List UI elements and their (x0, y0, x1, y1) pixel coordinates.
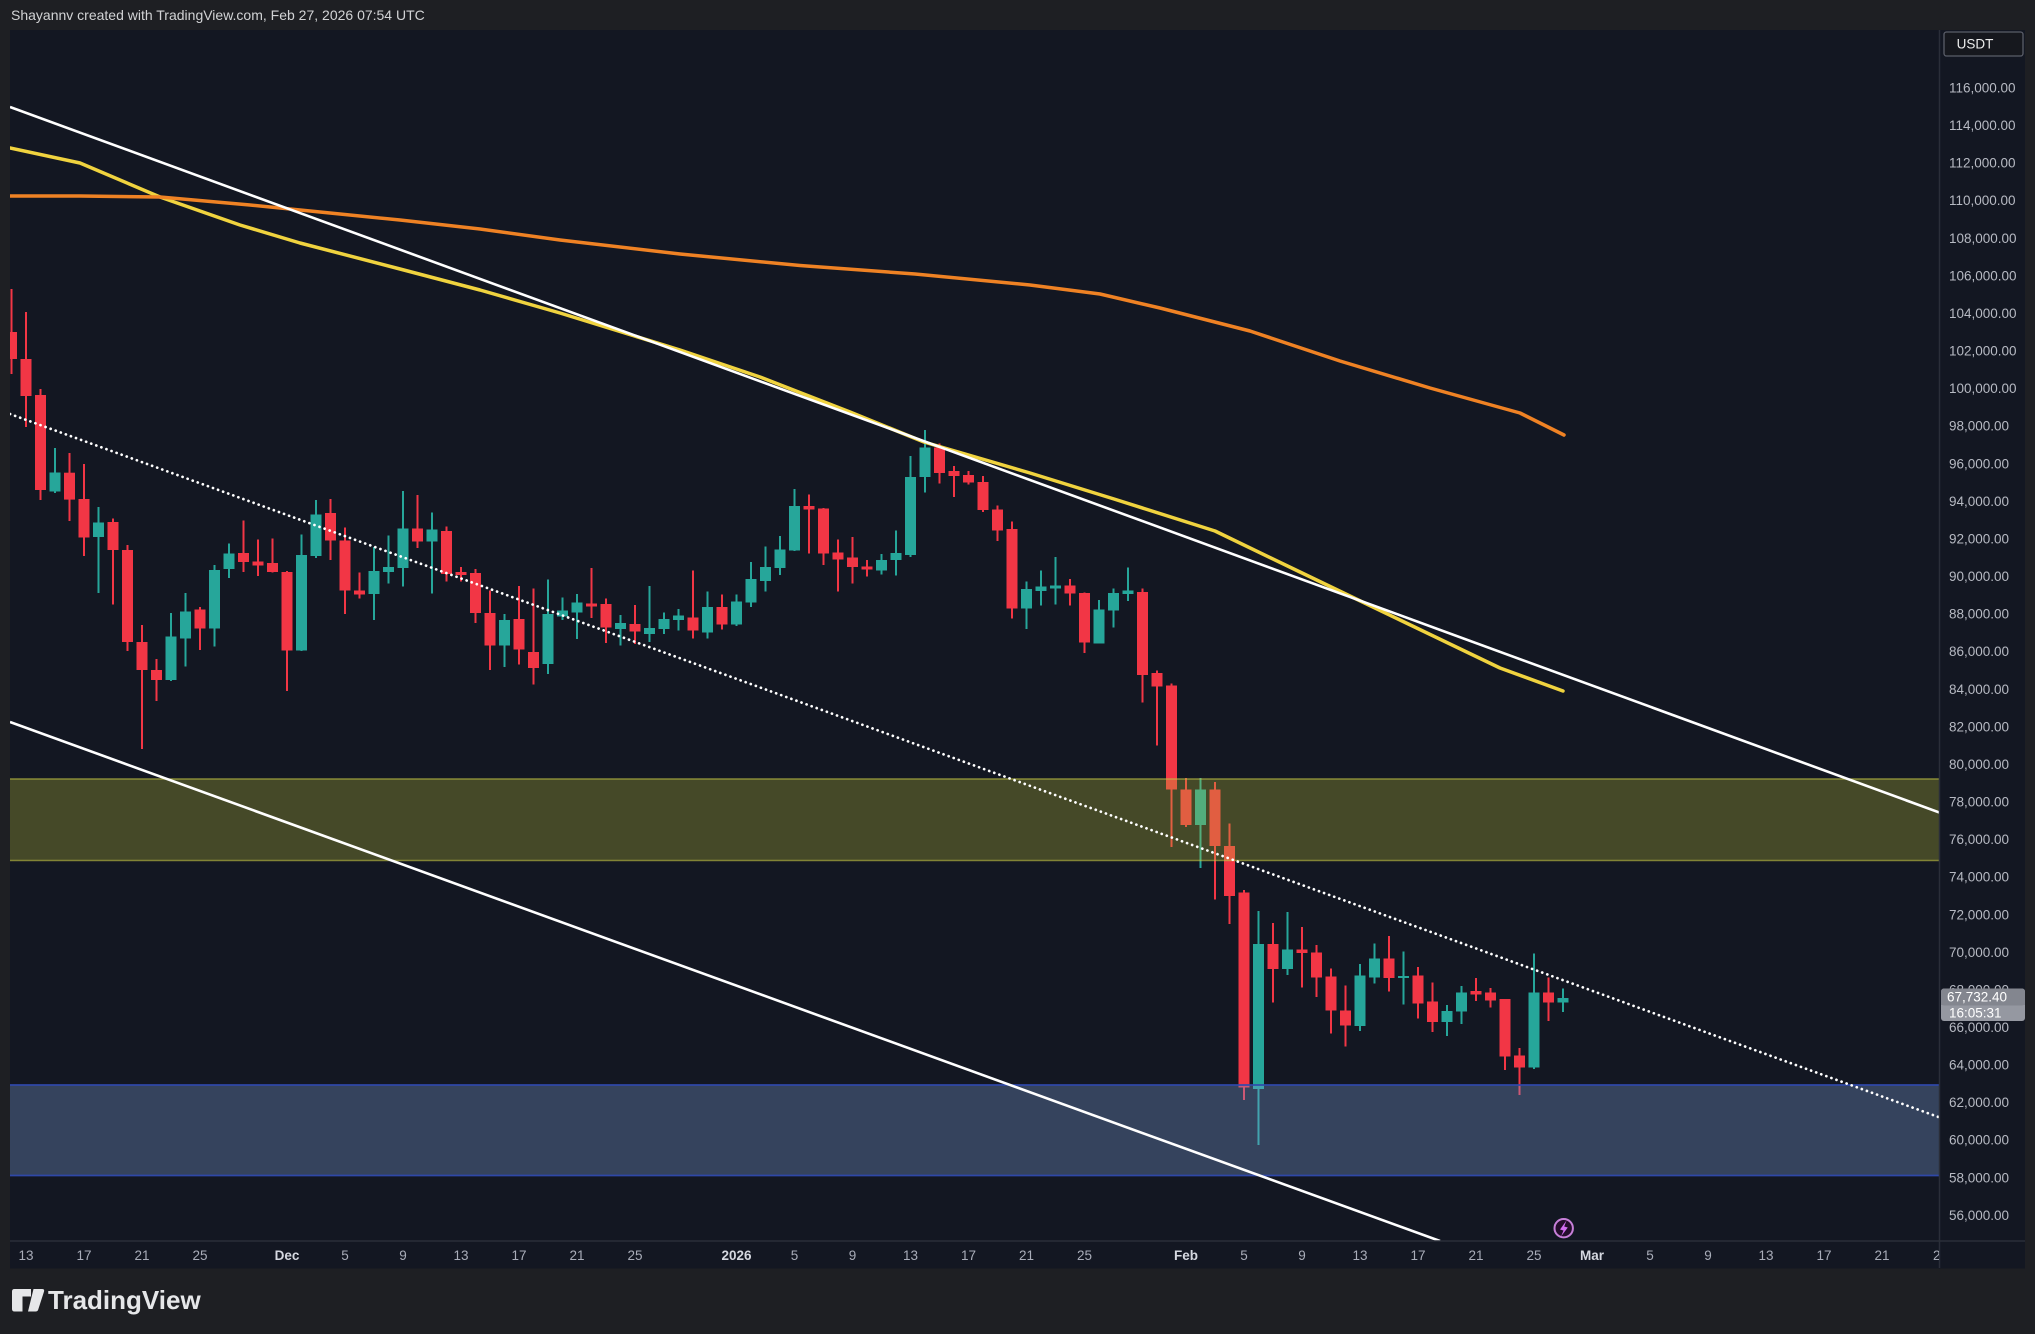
svg-text:110,000.00: 110,000.00 (1949, 193, 2016, 208)
svg-text:88,000.00: 88,000.00 (1949, 607, 2009, 622)
svg-text:13: 13 (453, 1248, 468, 1263)
svg-text:9: 9 (1704, 1248, 1712, 1263)
svg-text:114,000.00: 114,000.00 (1949, 118, 2016, 133)
svg-text:TradingView: TradingView (48, 1285, 201, 1315)
svg-text:25: 25 (627, 1248, 642, 1263)
svg-text:USDT: USDT (1957, 37, 1994, 52)
svg-text:67,732.40: 67,732.40 (1947, 990, 2007, 1005)
svg-text:17: 17 (1816, 1248, 1831, 1263)
svg-text:72,000.00: 72,000.00 (1949, 907, 2009, 922)
svg-text:9: 9 (1298, 1248, 1306, 1263)
svg-text:25: 25 (1933, 1248, 1948, 1263)
svg-text:98,000.00: 98,000.00 (1949, 419, 2009, 434)
svg-text:102,000.00: 102,000.00 (1949, 344, 2017, 359)
svg-text:9: 9 (399, 1248, 407, 1263)
svg-text:70,000.00: 70,000.00 (1949, 945, 2009, 960)
svg-text:13: 13 (18, 1248, 33, 1263)
svg-text:25: 25 (1077, 1248, 1092, 1263)
svg-text:92,000.00: 92,000.00 (1949, 531, 2009, 546)
svg-text:100,000.00: 100,000.00 (1949, 381, 2017, 396)
svg-text:74,000.00: 74,000.00 (1949, 870, 2009, 885)
svg-text:106,000.00: 106,000.00 (1949, 268, 2017, 283)
svg-text:76,000.00: 76,000.00 (1949, 832, 2009, 847)
svg-text:112,000.00: 112,000.00 (1949, 156, 2016, 171)
svg-text:104,000.00: 104,000.00 (1949, 306, 2017, 321)
svg-text:13: 13 (1352, 1248, 1367, 1263)
svg-text:17: 17 (511, 1248, 526, 1263)
svg-text:5: 5 (791, 1248, 799, 1263)
svg-text:56,000.00: 56,000.00 (1949, 1208, 2009, 1223)
svg-text:96,000.00: 96,000.00 (1949, 456, 2009, 471)
svg-text:84,000.00: 84,000.00 (1949, 682, 2009, 697)
svg-text:5: 5 (1646, 1248, 1654, 1263)
svg-text:80,000.00: 80,000.00 (1949, 757, 2009, 772)
svg-text:64,000.00: 64,000.00 (1949, 1058, 2009, 1073)
svg-text:86,000.00: 86,000.00 (1949, 644, 2009, 659)
svg-text:21: 21 (134, 1248, 149, 1263)
svg-text:108,000.00: 108,000.00 (1949, 231, 2017, 246)
svg-text:9: 9 (849, 1248, 857, 1263)
svg-text:Shayannv created with TradingV: Shayannv created with TradingView.com, F… (11, 7, 425, 23)
svg-text:5: 5 (341, 1248, 349, 1263)
svg-text:78,000.00: 78,000.00 (1949, 794, 2009, 809)
svg-text:62,000.00: 62,000.00 (1949, 1095, 2009, 1110)
svg-text:21: 21 (569, 1248, 584, 1263)
svg-text:21: 21 (1019, 1248, 1034, 1263)
svg-text:60,000.00: 60,000.00 (1949, 1133, 2009, 1148)
svg-text:16:05:31: 16:05:31 (1949, 1006, 2002, 1021)
svg-text:5: 5 (1240, 1248, 1248, 1263)
svg-text:2026: 2026 (721, 1248, 752, 1263)
svg-text:Dec: Dec (275, 1248, 300, 1263)
svg-text:17: 17 (76, 1248, 91, 1263)
svg-text:21: 21 (1874, 1248, 1889, 1263)
svg-text:94,000.00: 94,000.00 (1949, 494, 2009, 509)
svg-text:25: 25 (192, 1248, 207, 1263)
svg-text:Feb: Feb (1174, 1248, 1198, 1263)
svg-text:25: 25 (1526, 1248, 1541, 1263)
svg-text:Mar: Mar (1580, 1248, 1605, 1263)
svg-text:58,000.00: 58,000.00 (1949, 1170, 2009, 1185)
svg-text:13: 13 (903, 1248, 918, 1263)
svg-text:17: 17 (961, 1248, 976, 1263)
svg-text:90,000.00: 90,000.00 (1949, 569, 2009, 584)
svg-text:21: 21 (1468, 1248, 1483, 1263)
svg-text:13: 13 (1758, 1248, 1773, 1263)
svg-text:66,000.00: 66,000.00 (1949, 1020, 2009, 1035)
svg-text:82,000.00: 82,000.00 (1949, 719, 2009, 734)
svg-text:116,000.00: 116,000.00 (1949, 80, 2016, 95)
svg-text:17: 17 (1410, 1248, 1425, 1263)
